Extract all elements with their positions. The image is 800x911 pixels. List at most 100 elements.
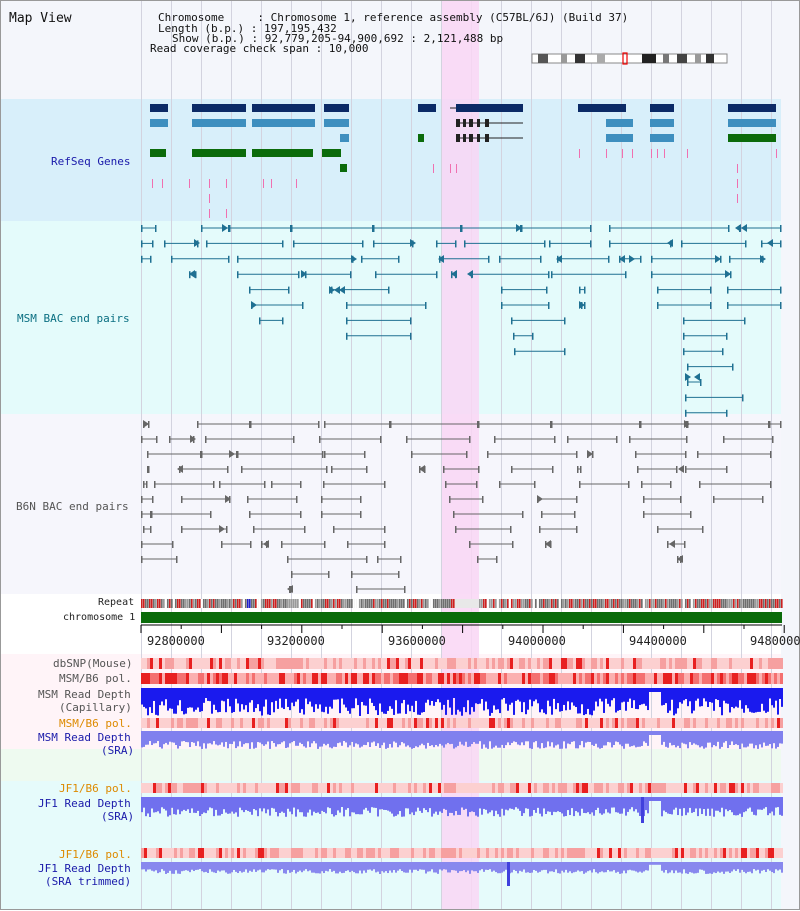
depth-bar bbox=[255, 797, 257, 811]
heat-cell bbox=[714, 658, 717, 669]
depth-bar bbox=[397, 797, 399, 815]
heat-cell bbox=[195, 848, 198, 858]
heat-cell bbox=[549, 783, 552, 793]
track-label-dbsnp: dbSNP(Mouse) bbox=[53, 657, 133, 670]
depth-bar bbox=[331, 731, 333, 749]
bac-end-mark bbox=[726, 409, 728, 417]
depth-bar bbox=[351, 688, 353, 709]
heat-cell bbox=[204, 673, 207, 684]
depth-bar bbox=[697, 731, 699, 746]
track-label-repeat: Repeat bbox=[98, 597, 135, 608]
depth-bar bbox=[749, 731, 751, 744]
depth-bar bbox=[575, 797, 577, 812]
depth-bar bbox=[189, 688, 191, 708]
track-label-msm-bac[interactable]: MSM BAC end pairs bbox=[17, 312, 130, 325]
repeat-segment bbox=[283, 599, 285, 608]
heat-cell bbox=[303, 658, 306, 669]
heat-cell bbox=[573, 848, 576, 858]
heat-cell bbox=[597, 848, 600, 858]
heat-cell bbox=[186, 783, 189, 793]
heat-cell bbox=[390, 718, 393, 728]
depth-bar bbox=[777, 797, 779, 808]
repeat-segment bbox=[215, 599, 217, 608]
depth-bar bbox=[595, 797, 597, 811]
depth-bar bbox=[781, 731, 783, 744]
depth-bar bbox=[691, 688, 693, 714]
depth-bar bbox=[741, 797, 743, 817]
depth-bar bbox=[621, 797, 623, 814]
heat-cell bbox=[324, 783, 327, 793]
depth-bar bbox=[567, 731, 569, 744]
heat-cell bbox=[594, 718, 597, 728]
depth-bar bbox=[711, 731, 713, 748]
bac-end-mark bbox=[271, 481, 273, 488]
heat-cell bbox=[423, 718, 426, 728]
depth-bar bbox=[441, 797, 443, 813]
depth-bar bbox=[743, 731, 745, 748]
depth-bar bbox=[579, 688, 581, 714]
heat-cell bbox=[600, 848, 603, 858]
heat-cell bbox=[672, 848, 675, 858]
bac-end-mark bbox=[249, 511, 251, 518]
heat-cell bbox=[642, 783, 645, 793]
heat-cell bbox=[363, 673, 366, 684]
heat-cell bbox=[750, 718, 753, 728]
repeat-segment bbox=[627, 599, 629, 608]
track-label-refseq[interactable]: RefSeq Genes bbox=[51, 155, 131, 168]
depth-bar bbox=[335, 731, 337, 747]
repeat-segment bbox=[337, 599, 339, 608]
repeat-segment bbox=[609, 599, 611, 608]
depth-bar bbox=[729, 797, 731, 810]
heat-cell bbox=[546, 658, 549, 669]
heat-cell bbox=[432, 848, 435, 858]
depth-bar bbox=[365, 731, 367, 746]
depth-bar bbox=[555, 731, 557, 746]
selected-region-highlight[interactable] bbox=[442, 1, 479, 909]
heat-cell bbox=[363, 848, 366, 858]
heat-cell bbox=[603, 673, 606, 684]
heat-cell bbox=[657, 718, 660, 728]
heat-cell bbox=[306, 658, 309, 669]
depth-bar bbox=[411, 862, 413, 873]
depth-bar bbox=[279, 862, 281, 871]
depth-bar bbox=[691, 731, 693, 745]
heat-cell bbox=[738, 718, 741, 728]
repeat-segment bbox=[563, 599, 565, 608]
bac-end-mark bbox=[228, 255, 230, 263]
heat-cell bbox=[282, 673, 285, 684]
heat-cell bbox=[678, 658, 681, 669]
depth-bar bbox=[435, 797, 437, 812]
depth-bar bbox=[423, 688, 425, 712]
track-label-b6n-bac[interactable]: B6N BAC end pairs bbox=[16, 500, 129, 513]
repeat-segment bbox=[359, 599, 361, 608]
depth-bar bbox=[355, 688, 357, 699]
bac-end-mark bbox=[726, 466, 728, 473]
repeat-segment bbox=[709, 599, 711, 608]
heat-cell bbox=[558, 673, 561, 684]
heat-cell bbox=[525, 783, 528, 793]
depth-bar bbox=[581, 731, 583, 742]
bac-end-mark bbox=[579, 481, 581, 488]
repeat-segment bbox=[227, 599, 229, 608]
heat-cell bbox=[345, 783, 348, 793]
depth-bar bbox=[317, 797, 319, 813]
heat-cell bbox=[639, 848, 642, 858]
heat-cell bbox=[411, 673, 414, 684]
depth-bar bbox=[557, 797, 559, 812]
depth-bar bbox=[475, 731, 477, 744]
chromosome-info: Chromosome : Chromosome 1, reference ass… bbox=[158, 11, 629, 24]
depth-bar bbox=[167, 688, 169, 711]
bac-end-mark bbox=[326, 466, 328, 473]
depth-bar bbox=[331, 862, 333, 872]
depth-bar bbox=[167, 862, 169, 873]
heat-cell bbox=[495, 658, 498, 669]
depth-bar bbox=[697, 862, 699, 873]
depth-bar bbox=[653, 731, 655, 735]
heat-cell bbox=[222, 673, 225, 684]
